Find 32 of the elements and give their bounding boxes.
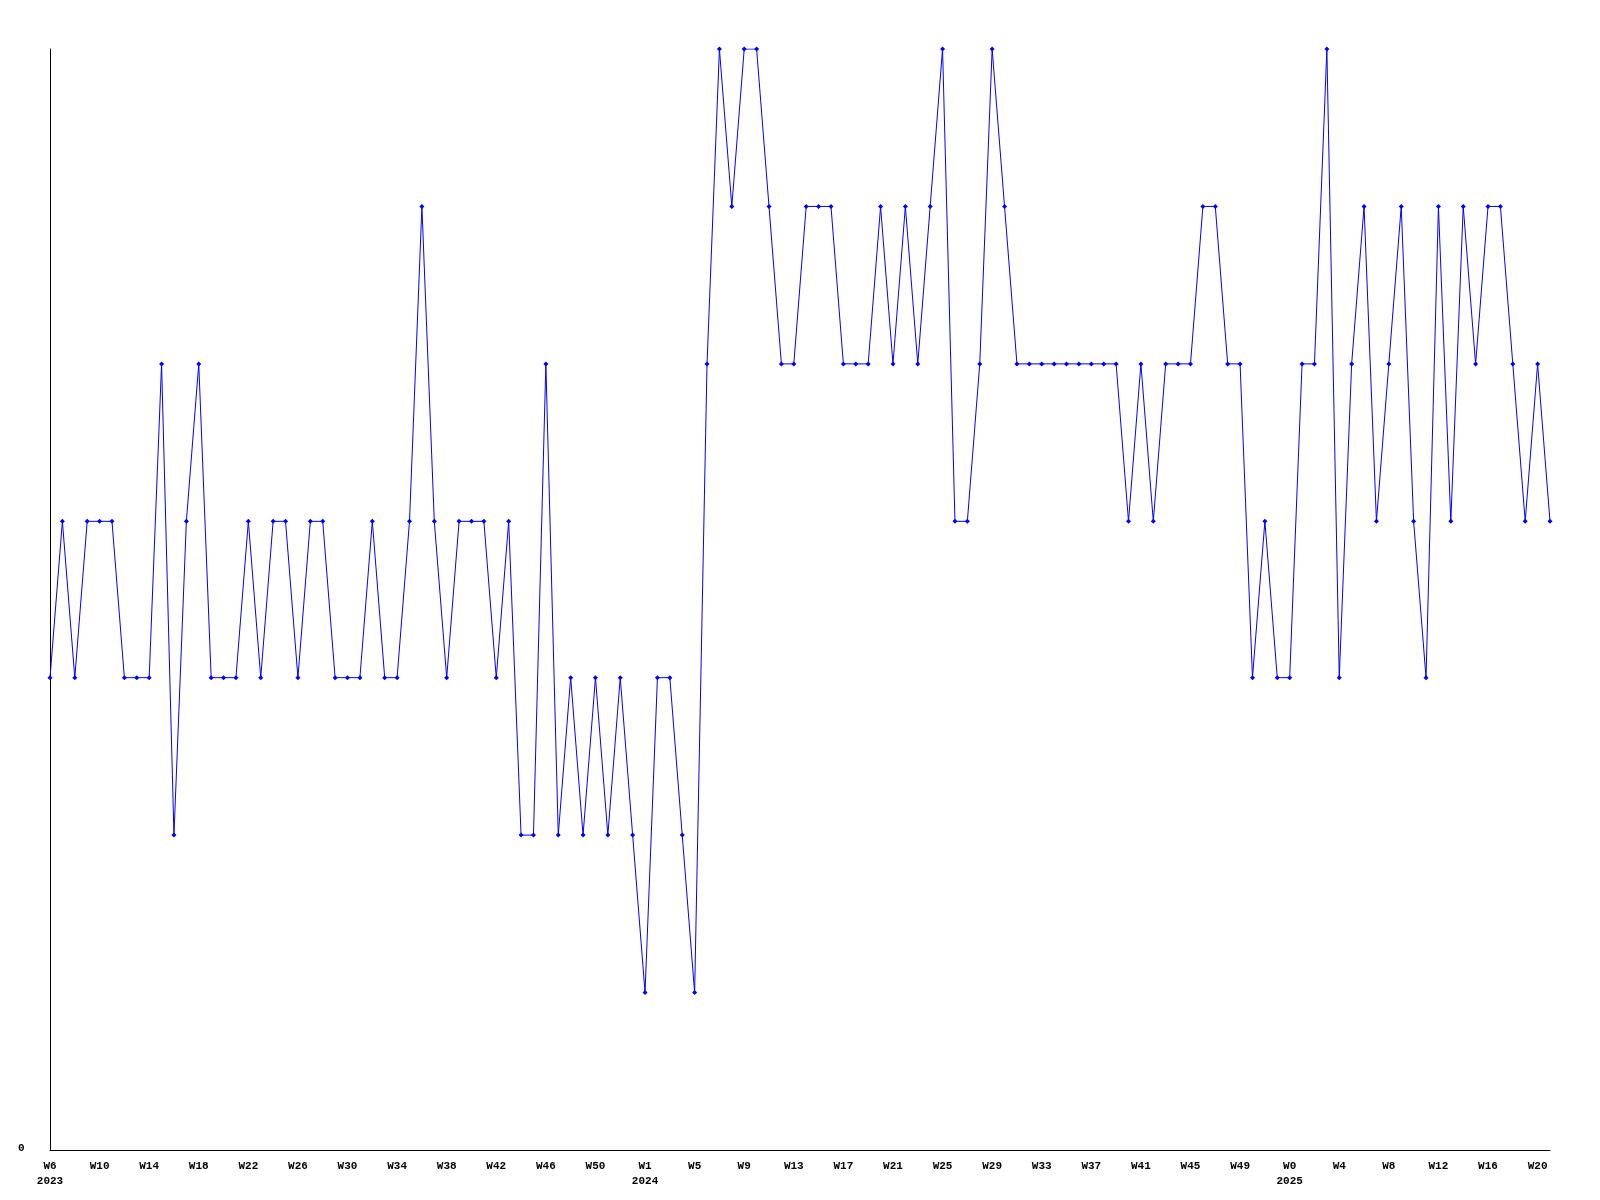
x-tick-label: W21 (883, 1159, 904, 1172)
x-tick-label: W14 (139, 1159, 160, 1172)
x-tick-label: W18 (188, 1159, 210, 1172)
x-tick-label: W10 (89, 1159, 110, 1172)
x-tick-label: W41 (1131, 1159, 1152, 1172)
x-tick-label: W26 (288, 1159, 308, 1172)
x-tick-label: W9 (737, 1159, 751, 1172)
x-tick-label: W16 (1478, 1159, 1498, 1172)
x-tick-label: W17 (833, 1159, 854, 1172)
x-tick-label: W46 (535, 1159, 556, 1172)
x-tick-label: W13 (783, 1159, 805, 1172)
x-tick-label: W1 2024 (631, 1159, 659, 1187)
x-tick-label: W22 (238, 1159, 259, 1172)
x-tick-label: W6 2023 (36, 1159, 64, 1187)
x-tick-label: W49 (1230, 1159, 1250, 1172)
x-tick-label: W8 (1382, 1159, 1396, 1172)
x-tick-label: W12 (1428, 1159, 1449, 1172)
x-tick-label: W30 (337, 1159, 358, 1172)
x-tick-label: W4 (1332, 1159, 1347, 1172)
x-tick-label: W50 (585, 1159, 606, 1172)
x-tick-label: W25 (932, 1159, 953, 1172)
x-tick-label: W20 (1527, 1159, 1548, 1172)
x-tick-label: W5 (688, 1159, 702, 1172)
text: 0 (18, 1141, 25, 1154)
x-tick-label: W33 (1031, 1159, 1053, 1172)
x-tick-label: W29 (982, 1159, 1003, 1172)
x-tick-label: W38 (436, 1159, 457, 1172)
x-tick-label: W0 2025 (1276, 1159, 1304, 1187)
x-tick-label: W45 (1180, 1159, 1201, 1172)
x-tick-label: W42 (486, 1159, 507, 1172)
x-tick-label: W34 (387, 1159, 408, 1172)
x-tick-label: W37 (1081, 1159, 1102, 1172)
